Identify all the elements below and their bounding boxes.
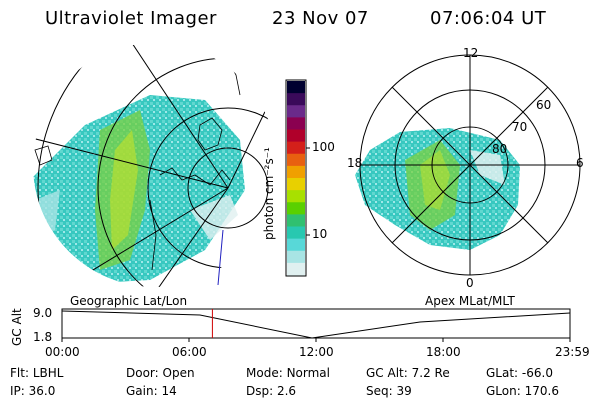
info-door: Door: Open <box>126 366 195 380</box>
left-track-line <box>217 229 224 286</box>
date-label: 23 Nov 07 <box>272 8 369 29</box>
colorbar-swatch <box>287 178 305 191</box>
x-tick-0600: 06:00 <box>172 345 207 359</box>
info-seq: Seq: 39 <box>366 384 412 398</box>
colorbar-swatch <box>287 153 305 167</box>
colorbar-swatch <box>287 262 305 276</box>
info-ip: IP: 36.0 <box>10 384 56 398</box>
left-coastline <box>34 59 241 271</box>
colorbar <box>285 79 310 277</box>
colorbar-tick-10: 10 <box>312 227 328 241</box>
x-tick-2359: 23:59 <box>555 345 590 359</box>
mlt-label-6: 6 <box>576 156 584 170</box>
info-mode: Mode: Normal <box>246 366 330 380</box>
colorbar-swatch <box>287 190 305 203</box>
app-title: Ultraviolet Imager <box>45 8 217 29</box>
y-tick-1-8: 1.8 <box>33 330 53 344</box>
lat-label-80: 80 <box>492 142 508 156</box>
info-gc-alt: GC Alt: 7.2 Re <box>366 366 450 380</box>
time-label: 07:06:04 UT <box>430 8 547 29</box>
colorbar-swatch <box>287 105 305 118</box>
colorbar-tick-100: 100 <box>312 140 335 154</box>
lat-label-70: 70 <box>512 120 528 134</box>
x-tick-0000: 00:00 <box>45 345 80 359</box>
mlt-label-12: 12 <box>463 46 479 60</box>
timeline-right-title: Apex MLat/MLT <box>425 294 515 308</box>
colorbar-swatch <box>287 141 305 155</box>
left-grid <box>33 43 277 287</box>
mlt-label-18: 18 <box>347 156 363 170</box>
lat-label-60: 60 <box>536 98 552 112</box>
info-glon: GLon: 170.6 <box>486 384 559 398</box>
info-glat: GLat: -66.0 <box>486 366 553 380</box>
colorbar-swatch <box>287 81 305 94</box>
info-flt: Flt: LBHL <box>10 366 64 380</box>
colorbar-swatch <box>287 250 305 264</box>
x-tick-1800: 18:00 <box>426 345 461 359</box>
colorbar-swatch <box>287 238 305 252</box>
polar-emission <box>350 45 590 285</box>
colorbar-unit-label: photon cm⁻²s⁻¹ <box>262 147 276 240</box>
colorbar-swatch <box>287 93 305 106</box>
info-dsp: Dsp: 2.6 <box>246 384 297 398</box>
left-emission <box>33 43 277 287</box>
timeline-left-title: Geographic Lat/Lon <box>70 294 188 308</box>
colorbar-swatch <box>287 165 305 179</box>
colorbar-swatch <box>287 129 305 143</box>
x-tick-1200: 12:00 <box>299 345 334 359</box>
colorbar-swatch <box>287 226 305 240</box>
timeline-axis-label: GC Alt <box>10 308 24 346</box>
mlt-label-0: 0 <box>466 276 474 290</box>
info-gain: Gain: 14 <box>126 384 177 398</box>
colorbar-swatch <box>287 117 305 131</box>
polar-grid <box>359 54 581 276</box>
colorbar-swatch <box>287 214 305 228</box>
y-tick-9: 9.0 <box>33 306 53 320</box>
timeline-plot <box>61 308 571 342</box>
colorbar-swatch <box>287 202 305 215</box>
